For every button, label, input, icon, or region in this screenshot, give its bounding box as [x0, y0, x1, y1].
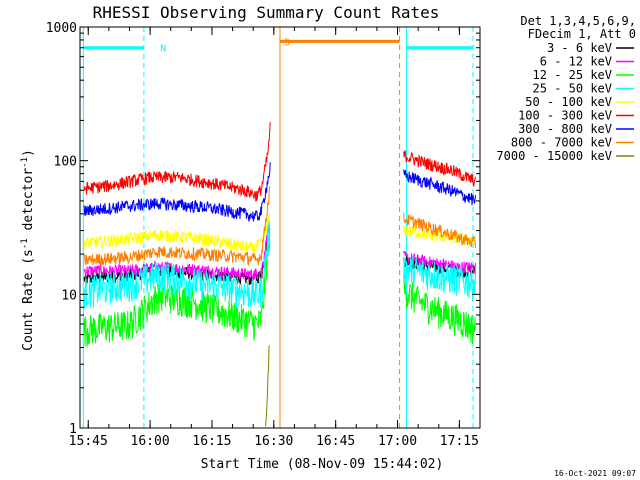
y-tick-label-1: 10 [61, 288, 77, 303]
series-line-8-a [265, 345, 270, 427]
series-line-4-a [83, 213, 271, 255]
x-tick-label-1: 16:00 [131, 434, 170, 449]
legend-label-0: 3 - 6 keV [547, 41, 612, 55]
axes: 1 10 100 1000 15:45 16:00 16:15 16:30 16:45 17:00… [46, 21, 481, 449]
chart-title: RHESSI Observing Summary Count Rates [93, 3, 440, 22]
legend-label-2: 12 - 25 keV [533, 68, 612, 82]
series-layer [83, 121, 476, 427]
series-line-2-b [403, 276, 476, 345]
plot-frame [79, 26, 481, 429]
series-line-5-a [83, 121, 272, 202]
x-axis-label: Start Time (08-Nov-09 15:44:02) [201, 457, 444, 472]
series-line-6-a [83, 162, 272, 222]
interval-label-0: N [160, 44, 166, 55]
series-line-3-b [403, 256, 476, 302]
legend-label-4: 50 - 100 keV [525, 95, 612, 109]
legend-header-line-2: FDecim 1, Att 0 [528, 27, 636, 41]
series-line-2-a [83, 230, 271, 348]
footer-timestamp: 16-Oct-2021 09:07 [554, 469, 636, 478]
legend-label-3: 25 - 50 keV [533, 82, 612, 96]
series-line-5-b [403, 150, 476, 187]
legend-label-7: 800 - 7000 keV [511, 136, 612, 150]
y-axis-label: Count Rate (s-1 detector-1) [20, 149, 36, 351]
legend-header-line-1: Det 1,3,4,5,6,9, [520, 14, 636, 28]
x-tick-label-3: 16:30 [254, 434, 293, 449]
series-line-6-b [403, 169, 476, 206]
x-tick-label-2: 16:15 [192, 434, 231, 449]
legend: Det 1,3,4,5,6,9, FDecim 1, Att 0 3 - 6 k… [496, 14, 636, 163]
series-line-1-a [83, 224, 271, 282]
y-tick-label-3: 1000 [46, 21, 77, 36]
legend-label-1: 6 - 12 keV [540, 55, 612, 69]
series-line-3-a [83, 220, 271, 310]
interval-label-1: S [284, 37, 290, 48]
y-tick-label-2: 100 [54, 155, 77, 170]
y-tick-label-0: 1 [69, 422, 77, 437]
legend-label-5: 100 - 300 keV [518, 109, 612, 123]
legend-label-6: 300 - 800 keV [518, 122, 612, 136]
x-tick-label-4: 16:45 [316, 434, 355, 449]
x-tick-label-5: 17:00 [378, 434, 417, 449]
x-tick-label-6: 17:15 [440, 434, 479, 449]
series-line-7-b [403, 212, 476, 249]
series-line-7-a [83, 186, 271, 267]
observing-intervals: NS [82, 27, 474, 428]
x-tick-label-0: 15:45 [69, 434, 108, 449]
legend-label-8: 7000 - 15000 keV [496, 149, 612, 163]
